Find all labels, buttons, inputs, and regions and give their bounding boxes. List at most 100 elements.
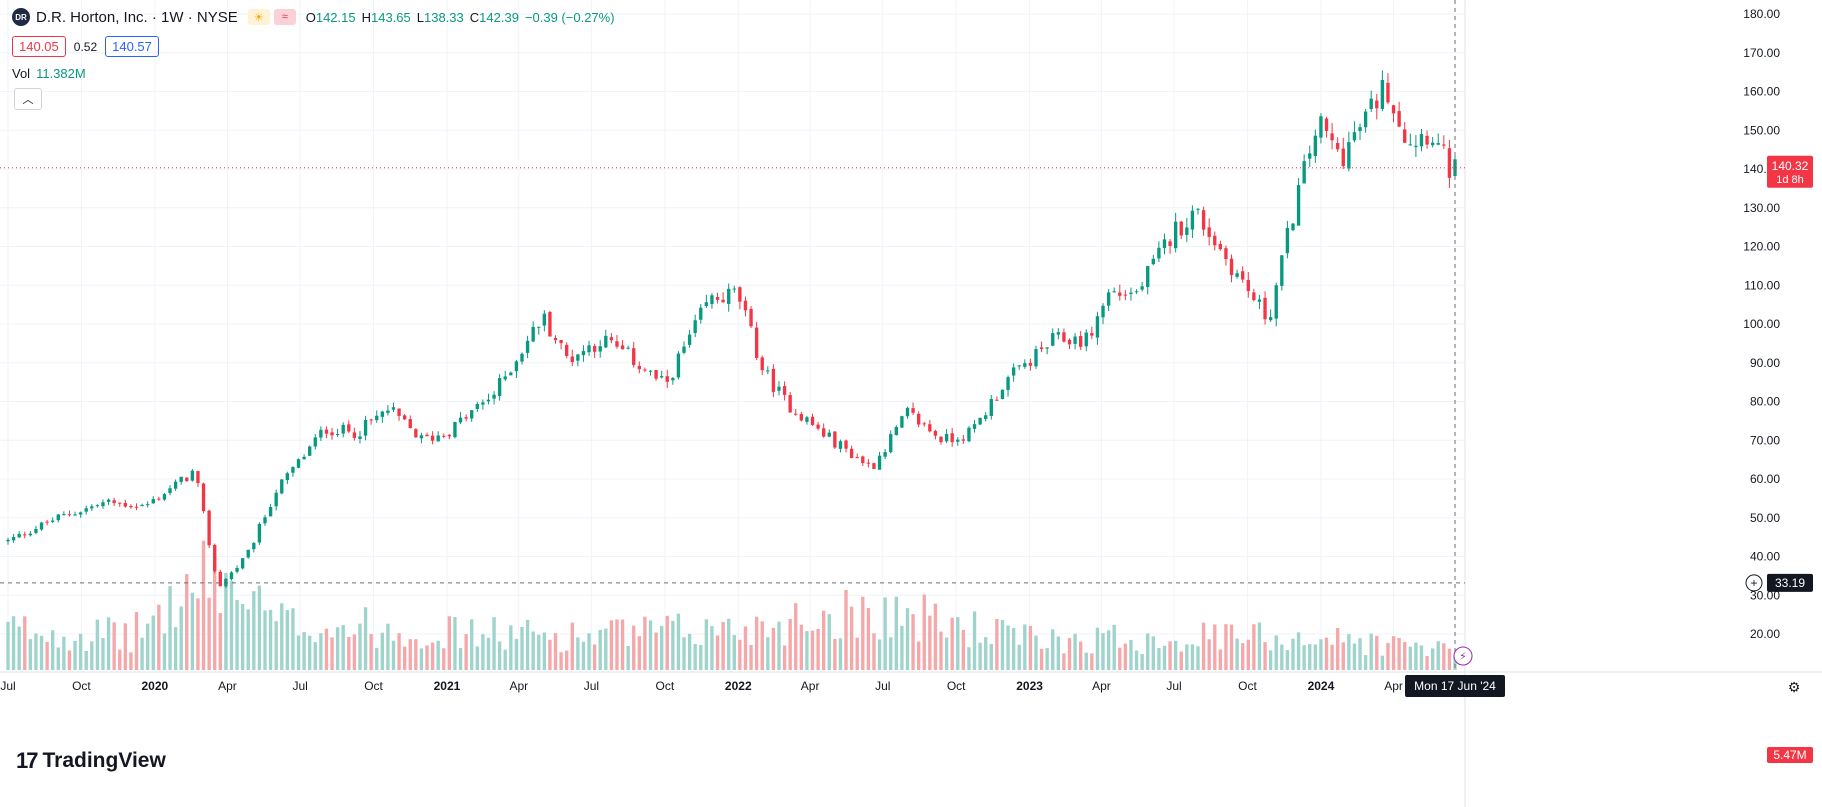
- volume-bar-173: [972, 611, 977, 670]
- candle-body-205: [1151, 258, 1155, 265]
- crosshair-date-label: [1405, 675, 1505, 697]
- volume-bar-75: [425, 645, 429, 670]
- candle-body-13: [78, 512, 83, 515]
- candle-body-147: [827, 432, 831, 437]
- volume-bar-259: [1453, 656, 1457, 670]
- time-axis[interactable]: Jul Oct 2020 Apr Jul Oct 2021 Apr Jul Oct 2022 Apr J…: [0, 675, 1800, 697]
- candle-body-144: [810, 416, 815, 425]
- volume-bar-51: [291, 608, 295, 670]
- candle-body-56: [319, 429, 323, 438]
- volume-bar-82: [464, 634, 468, 670]
- candle-body-104: [587, 345, 591, 353]
- volume-bar-145: [816, 628, 820, 670]
- volume-bar-182: [1023, 624, 1027, 670]
- time-tick-7: Apr: [509, 679, 528, 693]
- candle-body-190: [1067, 339, 1072, 345]
- candle-body-161: [905, 407, 910, 417]
- candle-body-148: [833, 431, 837, 448]
- candle-body-200: [1123, 294, 1128, 296]
- volume-bar-4: [28, 639, 33, 670]
- candle-body-78: [442, 435, 446, 437]
- candle-body-143: [805, 417, 809, 422]
- volume-bar-85: [481, 634, 485, 670]
- volume-bar-178: [1000, 619, 1005, 670]
- volume-bar-120: [676, 613, 681, 670]
- candle-body-30: [173, 481, 178, 489]
- candle-body-221: [1241, 271, 1245, 280]
- candle-body-96: [542, 313, 547, 326]
- bid-price[interactable]: 140.05: [12, 36, 66, 57]
- volume-bar-79: [447, 616, 452, 670]
- candle-body-173: [972, 424, 977, 429]
- candle-body-65: [369, 419, 373, 421]
- volume-bar-215: [1207, 639, 1211, 670]
- volume-bar-3: [23, 616, 27, 670]
- volume-bar-141: [794, 603, 798, 670]
- volume-bar-31: [179, 606, 183, 670]
- volume-bar-241: [1352, 643, 1357, 670]
- price-tick-2: 160.00: [1743, 85, 1780, 99]
- price-axis[interactable]: 180.00170.00160.00150.00140.00130.00120.…: [1743, 7, 1813, 763]
- tradingview-logo[interactable]: 17 TradingView: [16, 748, 166, 774]
- candle-body-121: [682, 346, 686, 353]
- volume-bar-61: [347, 637, 351, 670]
- volume-bar-160: [900, 625, 904, 670]
- volume-bar-66: [375, 647, 379, 670]
- candle-body-89: [503, 376, 507, 380]
- candle-body-146: [822, 428, 826, 437]
- volume-bar-126: [710, 626, 714, 670]
- volume-bar-87: [492, 617, 496, 670]
- volume-bar-257: [1442, 643, 1446, 670]
- volume-bar-121: [682, 637, 686, 670]
- volume-bar-184: [1034, 635, 1038, 670]
- candle-body-35: [201, 483, 206, 512]
- sun-icon[interactable]: ☀: [247, 9, 270, 25]
- candle-body-209: [1173, 221, 1178, 249]
- volume-bar-149: [838, 638, 843, 670]
- volume-bar-113: [637, 636, 641, 670]
- candle-body-7: [45, 521, 49, 523]
- ohlc-value-2: 138.33: [424, 9, 464, 25]
- volume-bar-227: [1274, 635, 1278, 670]
- tradingview-text: TradingView: [42, 749, 166, 772]
- candle-body-127: [715, 296, 720, 300]
- candle-body-219: [1229, 258, 1234, 276]
- volume-bar-175: [984, 637, 988, 670]
- price-tick-6: 120.00: [1743, 240, 1780, 254]
- symbol-title[interactable]: D.R. Horton, Inc. · 1W · NYSE: [36, 8, 238, 26]
- volume-bar-137: [771, 627, 776, 670]
- volume-bar-199: [1118, 647, 1122, 670]
- volume-bar-77: [436, 640, 440, 670]
- volume-bar-193: [1084, 652, 1088, 670]
- volume-bar-194: [1090, 653, 1094, 670]
- price-tick-5: 130.00: [1743, 201, 1780, 215]
- candle-body-53: [302, 456, 306, 460]
- volume-bar-78: [442, 648, 446, 670]
- ask-price[interactable]: 140.57: [105, 36, 159, 57]
- candle-body-159: [894, 427, 898, 436]
- volume-bar-94: [531, 631, 535, 670]
- volume-bar-177: [995, 618, 999, 670]
- candle-body-81: [458, 417, 463, 423]
- volume-bar-21: [123, 623, 128, 670]
- approx-icon[interactable]: ≈: [273, 9, 296, 25]
- volume-bar-38: [218, 613, 222, 670]
- volume-bar-151: [849, 606, 854, 670]
- volume-bar-95: [537, 634, 541, 670]
- volume-bar-55: [313, 642, 317, 670]
- candle-body-249: [1397, 111, 1401, 127]
- volume-bar-236: [1324, 637, 1329, 670]
- candle-body-193: [1084, 332, 1088, 347]
- candle-body-109: [615, 341, 619, 347]
- volume-bar-84: [475, 646, 479, 670]
- candle-body-246: [1380, 79, 1385, 109]
- time-tick-2: 2020: [142, 679, 169, 693]
- candle-body-46: [263, 517, 267, 524]
- candle-body-128: [721, 299, 725, 303]
- volume-bar-54: [308, 635, 312, 670]
- company-logo[interactable]: DR: [12, 8, 30, 26]
- candle-body-183: [1028, 362, 1033, 366]
- chevron-up-icon[interactable]: ︿: [14, 88, 42, 110]
- volume-bar-48: [274, 621, 278, 670]
